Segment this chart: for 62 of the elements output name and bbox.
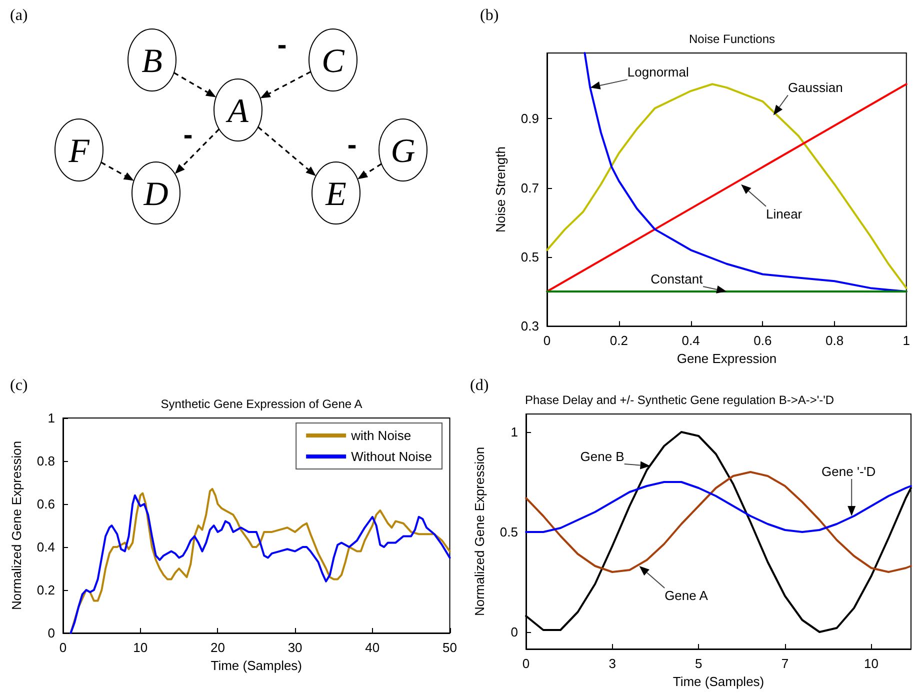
x-tick-label: 0.2 (610, 333, 628, 348)
chart-title: Synthetic Gene Expression of Gene A (160, 397, 362, 411)
text: - (183, 119, 193, 150)
y-tick-label: 0.4 (36, 540, 55, 554)
text: G (390, 133, 416, 170)
y-tick-label: 0.7 (520, 180, 539, 196)
y-axis-title: Normalized Gene Expression (9, 440, 24, 610)
text: - (277, 29, 287, 60)
x-tick-label: 0.4 (682, 333, 700, 348)
x-axis-title: Gene Expression (676, 351, 777, 366)
x-tick-label: 0.8 (825, 333, 844, 348)
annotation: Constant (650, 272, 704, 287)
text: (b) (480, 7, 499, 24)
x-tick-label: 10 (133, 640, 148, 655)
chart-title: Noise Functions (688, 32, 776, 46)
y-tick-label: 0.6 (36, 496, 55, 512)
y-tick-label: 0.5 (500, 524, 518, 540)
x-axis-title: Time (Samples) (672, 674, 764, 689)
text: (c) (10, 377, 28, 394)
text: - (347, 129, 357, 160)
text: F (68, 133, 91, 170)
legend-label: Without Noise (351, 449, 432, 464)
y-axis-title: Noise Strength (493, 146, 508, 233)
line-series (525, 481, 912, 533)
y-tick-label: 0 (48, 626, 55, 640)
annotation: Linear (766, 206, 803, 222)
x-tick-label: 0 (543, 333, 551, 348)
annotation: Gene A (664, 588, 708, 603)
x-tick-label: 0.6 (754, 333, 772, 348)
text: A (226, 93, 249, 130)
chart-title: Phase Delay and +/- Synthetic Gene regulation B->A->'-'D (525, 393, 834, 407)
x-tick-label: 50 (442, 640, 458, 655)
y-tick-label: 0.3 (520, 318, 539, 334)
annotation: Gene '-'D (822, 464, 876, 479)
x-tick-label: 10 (864, 656, 879, 671)
y-tick-label: 0.2 (36, 582, 55, 598)
x-tick-label: 20 (210, 640, 225, 655)
text: (d) (470, 377, 489, 394)
y-tick-label: 0 (510, 624, 518, 640)
text: B (142, 43, 163, 80)
x-tick-label: 7 (781, 656, 789, 671)
text: E (324, 176, 347, 213)
x-tick-label: 3 (608, 656, 616, 671)
y-axis-title: Normalized Gene Expression (472, 446, 487, 616)
text: D (142, 176, 169, 213)
annotation: Lognormal (627, 64, 689, 80)
legend-label: with Noise (350, 428, 412, 443)
x-tick-label: 1 (902, 333, 910, 348)
annotation: Gene B (580, 449, 624, 464)
x-axis-title: Time (Samples) (210, 658, 302, 673)
text: (a) (10, 7, 28, 24)
annotation: Gaussian (788, 80, 843, 96)
x-tick-label: 30 (288, 640, 302, 655)
x-tick-label: 40 (365, 640, 380, 655)
x-tick-label: 0 (59, 640, 67, 655)
y-tick-label: 0.5 (520, 249, 539, 264)
y-tick-label: 0.8 (36, 454, 55, 468)
y-tick-label: 1 (510, 424, 518, 440)
y-tick-label: 1 (48, 410, 55, 426)
y-tick-label: 0.9 (520, 111, 539, 126)
text: C (322, 43, 345, 80)
x-tick-label: 5 (695, 656, 702, 671)
